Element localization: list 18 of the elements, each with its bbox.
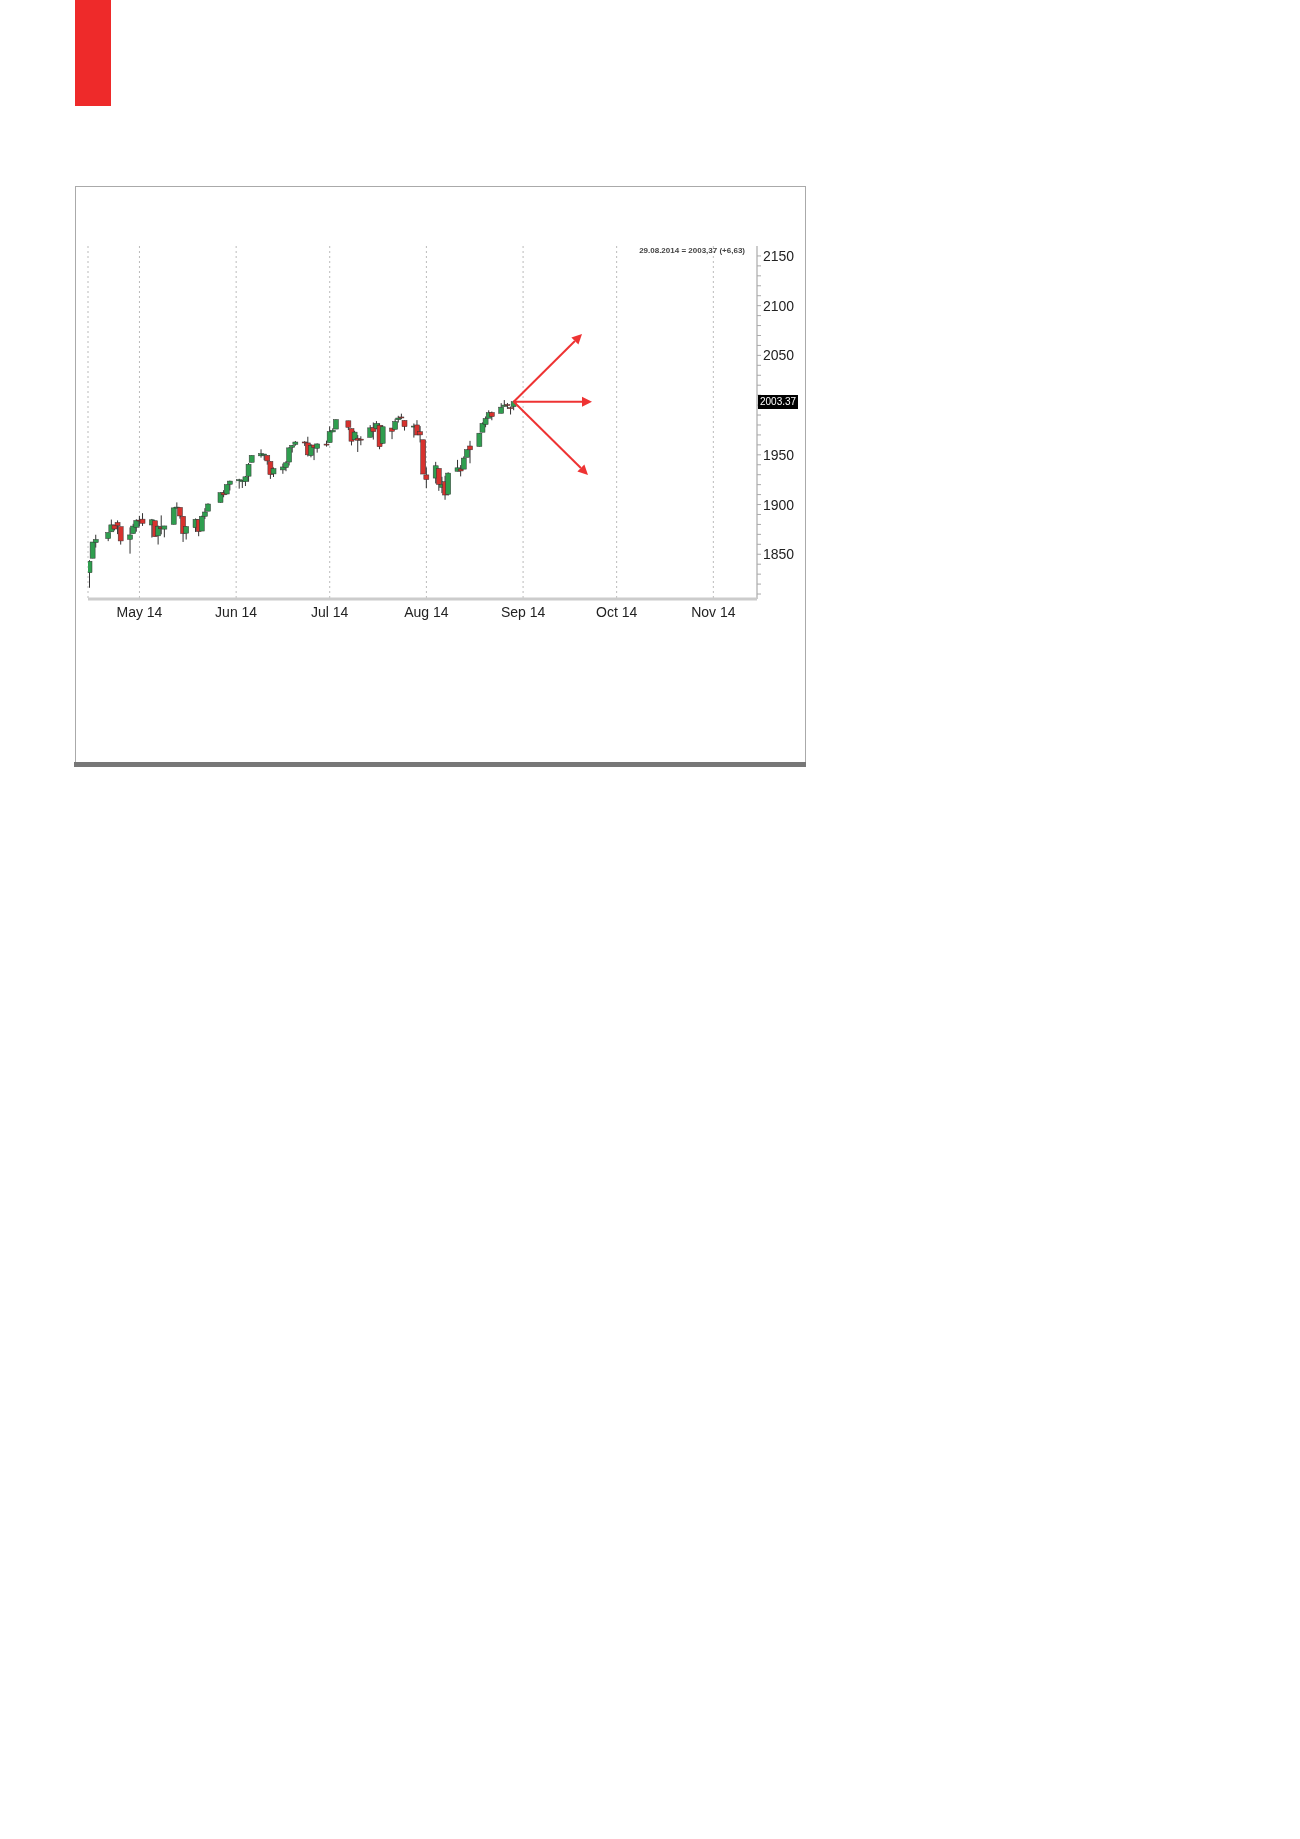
annotation: 2003.37 <box>758 394 799 409</box>
candlestick <box>379 424 386 445</box>
x-tick-label: Sep 14 <box>500 603 546 620</box>
candlestick <box>445 471 451 497</box>
y-tick-label: 1900 <box>763 496 795 513</box>
annotation: 29.08.2014 = 2003,37 (+6,63) <box>639 246 745 255</box>
candlestick <box>127 526 133 555</box>
x-tick-label: Jun 14 <box>215 603 258 620</box>
x-tick-label: Aug 14 <box>404 603 449 620</box>
y-tick-label: 1850 <box>763 546 795 563</box>
x-tick-label: May 14 <box>116 603 163 620</box>
y-tick-label: 2050 <box>763 347 795 364</box>
x-tick-label: Nov 14 <box>691 603 736 620</box>
y-tick-label: 2100 <box>763 297 795 314</box>
x-tick-label: Oct 14 <box>596 603 638 620</box>
y-tick-label: 2150 <box>763 247 795 264</box>
x-tick-label: Jul 14 <box>311 603 349 620</box>
y-tick-label: 1950 <box>763 446 795 463</box>
